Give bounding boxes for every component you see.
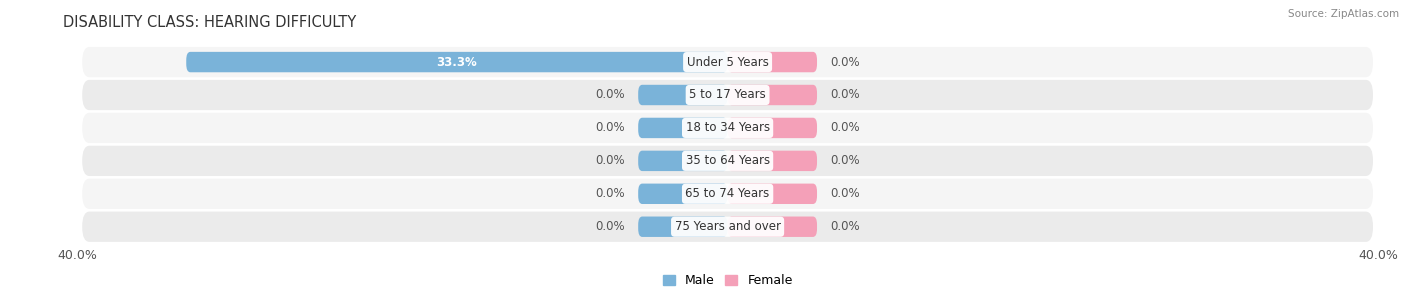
Text: 65 to 74 Years: 65 to 74 Years	[686, 187, 769, 200]
Text: 18 to 34 Years: 18 to 34 Years	[686, 121, 769, 134]
FancyBboxPatch shape	[82, 113, 1374, 143]
Legend: Male, Female: Male, Female	[658, 269, 797, 292]
FancyBboxPatch shape	[728, 85, 817, 105]
Text: 0.0%: 0.0%	[830, 88, 859, 102]
FancyBboxPatch shape	[186, 52, 728, 72]
FancyBboxPatch shape	[728, 216, 817, 237]
Text: 33.3%: 33.3%	[436, 56, 477, 69]
FancyBboxPatch shape	[638, 216, 728, 237]
Text: 0.0%: 0.0%	[830, 154, 859, 168]
Text: Under 5 Years: Under 5 Years	[686, 56, 769, 69]
FancyBboxPatch shape	[82, 80, 1374, 110]
FancyBboxPatch shape	[638, 118, 728, 138]
Text: 35 to 64 Years: 35 to 64 Years	[686, 154, 769, 168]
FancyBboxPatch shape	[82, 47, 1374, 77]
Text: 0.0%: 0.0%	[596, 88, 626, 102]
Text: Source: ZipAtlas.com: Source: ZipAtlas.com	[1288, 9, 1399, 19]
FancyBboxPatch shape	[728, 118, 817, 138]
Text: DISABILITY CLASS: HEARING DIFFICULTY: DISABILITY CLASS: HEARING DIFFICULTY	[63, 15, 357, 30]
Text: 0.0%: 0.0%	[596, 154, 626, 168]
FancyBboxPatch shape	[728, 151, 817, 171]
Text: 0.0%: 0.0%	[830, 220, 859, 233]
FancyBboxPatch shape	[728, 52, 817, 72]
FancyBboxPatch shape	[638, 184, 728, 204]
Text: 0.0%: 0.0%	[830, 56, 859, 69]
FancyBboxPatch shape	[638, 151, 728, 171]
FancyBboxPatch shape	[82, 179, 1374, 209]
FancyBboxPatch shape	[82, 146, 1374, 176]
FancyBboxPatch shape	[638, 85, 728, 105]
Text: 0.0%: 0.0%	[830, 187, 859, 200]
FancyBboxPatch shape	[728, 184, 817, 204]
Text: 75 Years and over: 75 Years and over	[675, 220, 780, 233]
Text: 0.0%: 0.0%	[596, 121, 626, 134]
FancyBboxPatch shape	[82, 212, 1374, 242]
Text: 0.0%: 0.0%	[830, 121, 859, 134]
Text: 5 to 17 Years: 5 to 17 Years	[689, 88, 766, 102]
Text: 0.0%: 0.0%	[596, 187, 626, 200]
Text: 0.0%: 0.0%	[596, 220, 626, 233]
